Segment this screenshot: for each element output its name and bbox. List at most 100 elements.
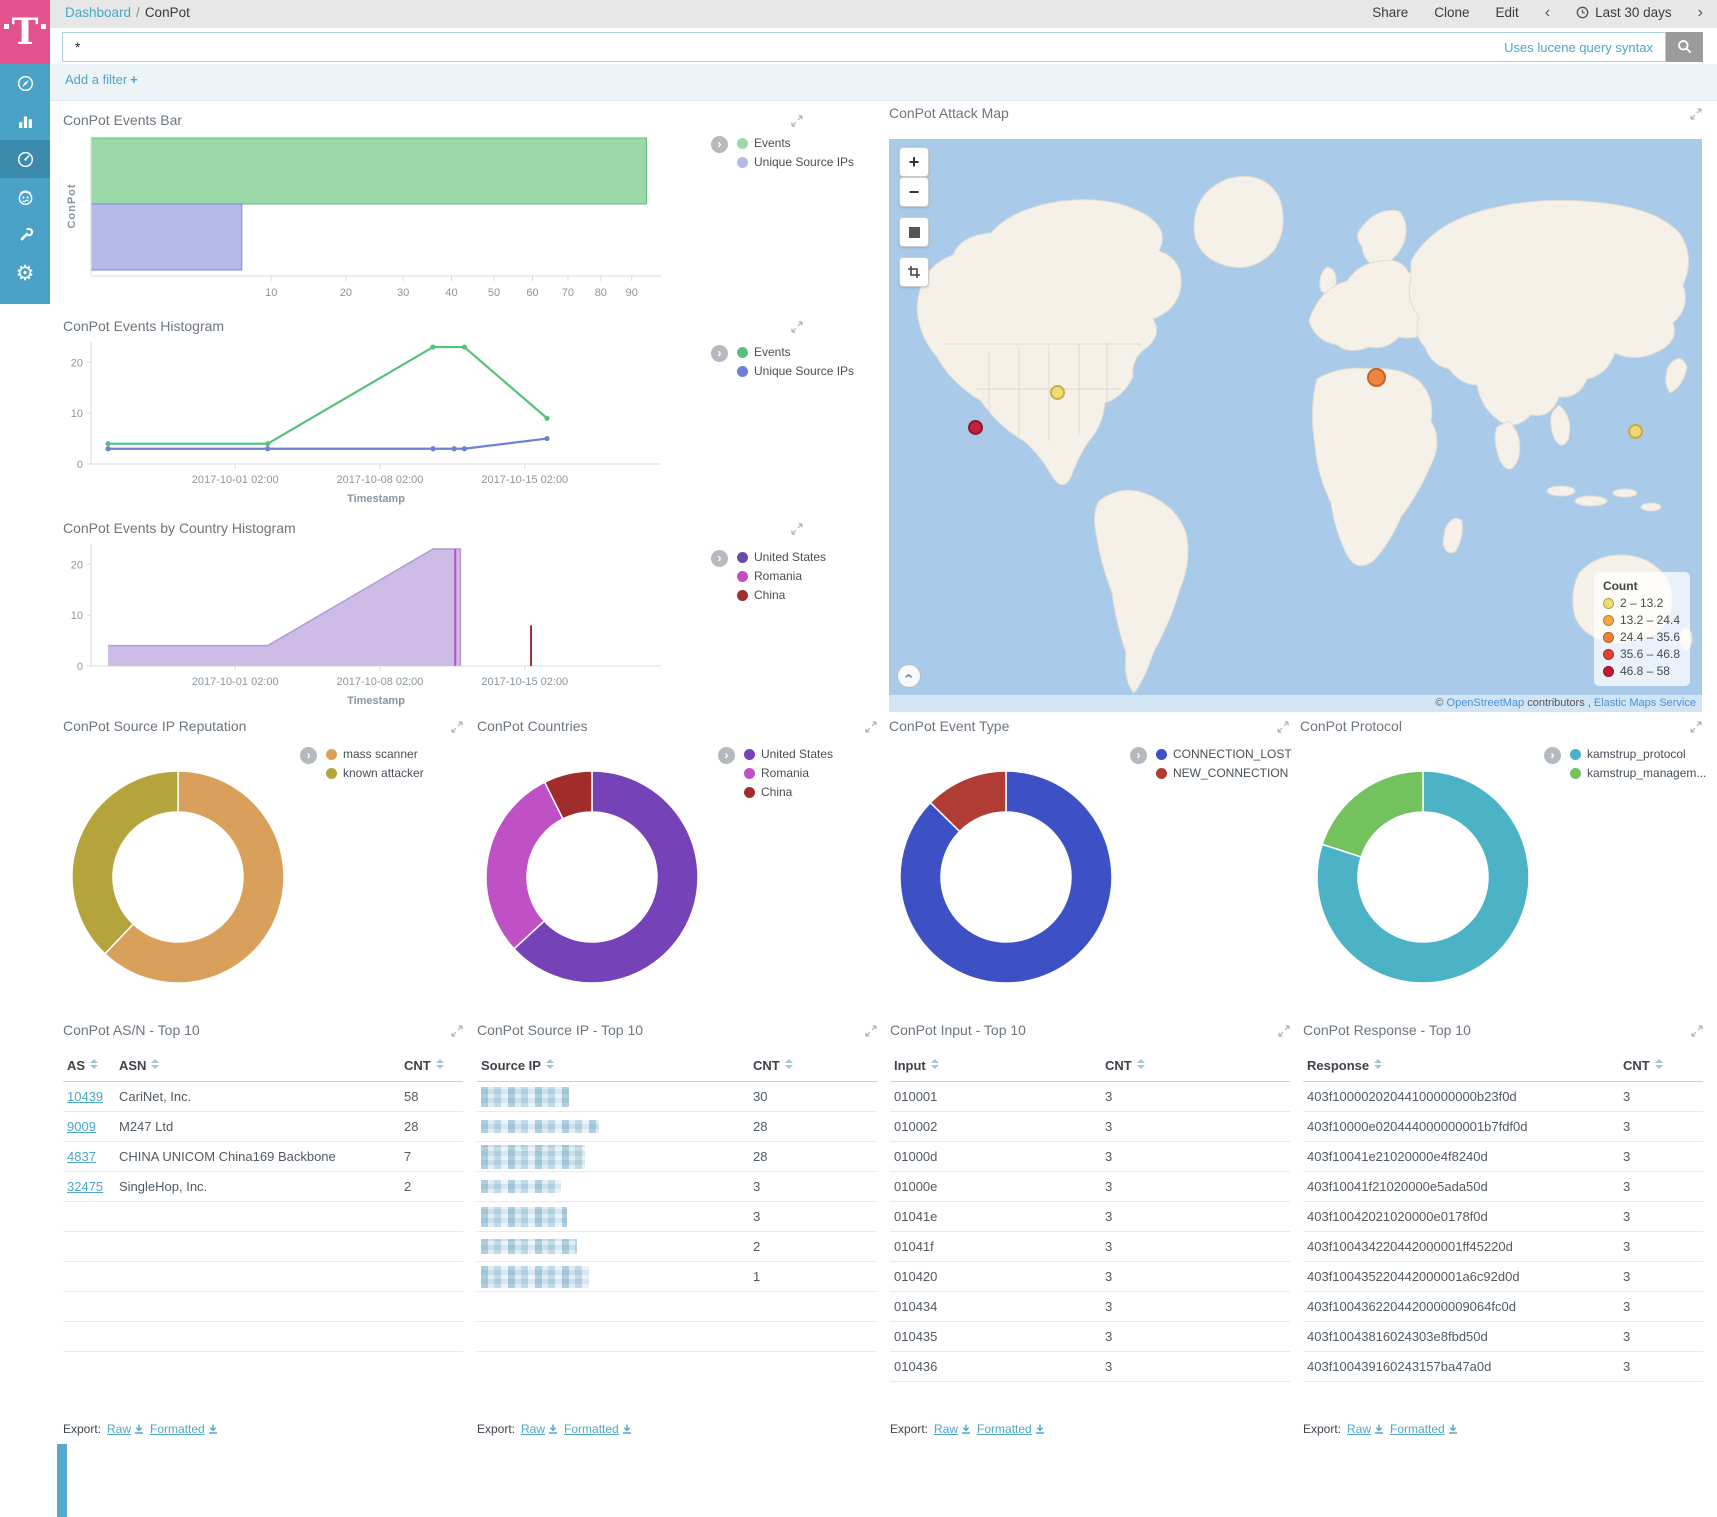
donut-slice[interactable] bbox=[1316, 770, 1530, 984]
legend-toggle-icon[interactable]: › bbox=[1130, 747, 1147, 764]
as-number-link[interactable]: 10439 bbox=[67, 1089, 104, 1104]
sort-icon[interactable] bbox=[1654, 1059, 1663, 1069]
clone-button[interactable]: Clone bbox=[1434, 5, 1470, 20]
as-number-link[interactable]: 32475 bbox=[67, 1179, 104, 1194]
sidebar-item-discover[interactable] bbox=[0, 64, 50, 102]
legend-item[interactable]: United States bbox=[737, 550, 826, 564]
expand-icon[interactable] bbox=[791, 114, 803, 132]
expand-icon[interactable] bbox=[1277, 720, 1289, 738]
sidebar-item-timelion[interactable] bbox=[0, 178, 50, 216]
sidebar-item-management[interactable]: ⚙ bbox=[0, 254, 50, 292]
expand-icon[interactable] bbox=[865, 720, 877, 738]
time-picker[interactable]: Last 30 days bbox=[1576, 5, 1672, 20]
expand-icon[interactable] bbox=[1690, 720, 1702, 738]
sort-icon[interactable] bbox=[1136, 1059, 1145, 1069]
sort-icon[interactable] bbox=[435, 1059, 444, 1069]
donut-slice[interactable] bbox=[512, 770, 699, 984]
expand-icon[interactable] bbox=[1691, 1024, 1703, 1042]
elastic-maps-service-link[interactable]: Elastic Maps Service bbox=[1593, 697, 1696, 709]
legend-item[interactable]: kamstrup_managem... bbox=[1570, 766, 1706, 780]
edit-button[interactable]: Edit bbox=[1495, 5, 1519, 20]
legend-item[interactable]: China bbox=[737, 588, 826, 602]
export-raw-link[interactable]: Raw bbox=[521, 1422, 558, 1436]
attack-marker[interactable] bbox=[1049, 385, 1065, 401]
sort-icon[interactable] bbox=[930, 1059, 939, 1069]
openstreetmap-link[interactable]: OpenStreetMap bbox=[1446, 697, 1525, 709]
legend-toggle-icon[interactable]: › bbox=[300, 747, 317, 764]
export-formatted-link[interactable]: Formatted bbox=[1390, 1422, 1458, 1436]
column-header[interactable]: Source IP bbox=[477, 1052, 749, 1082]
time-forward-icon[interactable]: › bbox=[1697, 4, 1703, 21]
export-formatted-link[interactable]: Formatted bbox=[564, 1422, 632, 1436]
column-header[interactable]: ASN bbox=[115, 1052, 400, 1082]
t-mobile-logo[interactable]: T bbox=[0, 0, 50, 64]
column-header[interactable]: CNT bbox=[1619, 1052, 1703, 1082]
donut-slice[interactable] bbox=[899, 770, 1113, 984]
column-header[interactable]: CNT bbox=[400, 1052, 463, 1082]
expand-icon[interactable] bbox=[451, 720, 463, 738]
attack-marker[interactable] bbox=[1367, 368, 1387, 388]
share-button[interactable]: Share bbox=[1372, 5, 1409, 20]
column-header[interactable]: Input bbox=[890, 1052, 1101, 1082]
legend-toggle-icon[interactable]: › bbox=[711, 136, 728, 153]
search-button[interactable] bbox=[1666, 32, 1703, 62]
as-number-link[interactable]: 4837 bbox=[67, 1149, 96, 1164]
legend-item[interactable]: Events bbox=[737, 345, 854, 359]
legend-item[interactable]: CONNECTION_LOST bbox=[1156, 747, 1292, 761]
legend-item[interactable]: Romania bbox=[737, 569, 826, 583]
breadcrumb-dashboard-link[interactable]: Dashboard bbox=[65, 5, 132, 20]
lucene-hint-link[interactable]: Uses lucene query syntax bbox=[1504, 39, 1653, 55]
sort-icon[interactable] bbox=[545, 1059, 554, 1069]
sort-icon[interactable] bbox=[784, 1059, 793, 1069]
legend-item[interactable]: kamstrup_protocol bbox=[1570, 747, 1706, 761]
column-header[interactable]: CNT bbox=[749, 1052, 877, 1082]
sort-icon[interactable] bbox=[90, 1059, 99, 1069]
legend-item[interactable]: Events bbox=[737, 136, 854, 150]
expand-icon[interactable] bbox=[1690, 107, 1702, 125]
time-back-icon[interactable]: ‹ bbox=[1544, 4, 1551, 21]
expand-icon[interactable] bbox=[451, 1024, 463, 1042]
legend-item[interactable]: NEW_CONNECTION bbox=[1156, 766, 1292, 780]
legend-toggle-icon[interactable]: › bbox=[711, 345, 728, 362]
world-map[interactable]: + − Count 2 – 13.2 13.2 – 24.4 24.4 – 35.6 3… bbox=[889, 139, 1702, 712]
export-formatted-link[interactable]: Formatted bbox=[977, 1422, 1045, 1436]
export-raw-link[interactable]: Raw bbox=[107, 1422, 144, 1436]
sidebar-item-visualize[interactable] bbox=[0, 102, 50, 140]
expand-icon[interactable] bbox=[791, 522, 803, 540]
donut-slice[interactable] bbox=[929, 770, 1007, 833]
attack-marker[interactable] bbox=[967, 419, 983, 435]
zoom-in-button[interactable]: + bbox=[899, 147, 929, 177]
column-header[interactable]: Response bbox=[1303, 1052, 1619, 1082]
crop-button[interactable] bbox=[899, 257, 929, 287]
sort-icon[interactable] bbox=[1374, 1059, 1383, 1069]
column-header[interactable]: CNT bbox=[1101, 1052, 1290, 1082]
as-number-link[interactable]: 9009 bbox=[67, 1119, 96, 1134]
legend-toggle-icon[interactable]: › bbox=[711, 550, 728, 567]
legend-item[interactable]: Romania bbox=[744, 766, 833, 780]
export-formatted-link[interactable]: Formatted bbox=[150, 1422, 218, 1436]
legend-item[interactable]: known attacker bbox=[326, 766, 424, 780]
expand-icon[interactable] bbox=[1278, 1024, 1290, 1042]
sidebar-item-dev-tools[interactable] bbox=[0, 216, 50, 254]
legend-collapse-icon[interactable]: ‹ bbox=[897, 664, 921, 688]
donut-slice[interactable] bbox=[103, 770, 285, 984]
legend-item[interactable]: Unique Source IPs bbox=[737, 155, 854, 169]
fit-extent-button[interactable] bbox=[899, 217, 929, 247]
expand-icon[interactable] bbox=[791, 320, 803, 338]
export-raw-link[interactable]: Raw bbox=[1347, 1422, 1384, 1436]
legend-item[interactable]: Unique Source IPs bbox=[737, 364, 854, 378]
export-raw-link[interactable]: Raw bbox=[934, 1422, 971, 1436]
donut-slice[interactable] bbox=[71, 770, 179, 955]
sort-icon[interactable] bbox=[151, 1059, 160, 1069]
zoom-out-button[interactable]: − bbox=[899, 177, 929, 207]
search-input[interactable] bbox=[63, 39, 1505, 55]
column-header[interactable]: AS bbox=[63, 1052, 115, 1082]
donut-slice[interactable] bbox=[543, 770, 593, 820]
donut-slice[interactable] bbox=[1321, 770, 1424, 858]
sidebar-item-dashboard[interactable] bbox=[0, 140, 50, 178]
legend-item[interactable]: China bbox=[744, 785, 833, 799]
donut-slice[interactable] bbox=[485, 781, 564, 950]
expand-icon[interactable] bbox=[865, 1024, 877, 1042]
add-filter-button[interactable]: Add a filter + bbox=[65, 72, 138, 87]
legend-item[interactable]: mass scanner bbox=[326, 747, 424, 761]
